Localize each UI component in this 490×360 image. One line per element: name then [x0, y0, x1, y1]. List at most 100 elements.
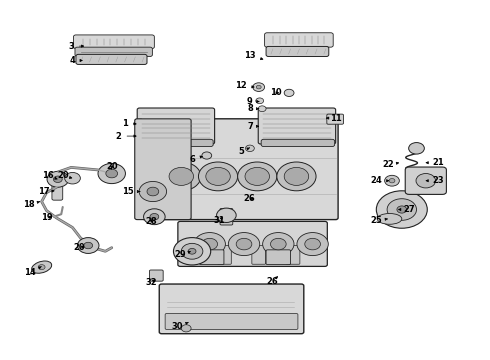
Circle shape	[385, 175, 399, 186]
Text: 15: 15	[122, 187, 140, 196]
Circle shape	[397, 206, 407, 213]
Text: 14: 14	[24, 266, 42, 277]
FancyBboxPatch shape	[266, 46, 329, 57]
Circle shape	[409, 143, 424, 154]
Text: 13: 13	[244, 51, 263, 60]
Circle shape	[181, 243, 203, 259]
Circle shape	[206, 167, 230, 185]
Circle shape	[277, 162, 316, 191]
Text: 24: 24	[370, 176, 389, 185]
Circle shape	[284, 89, 294, 96]
Circle shape	[387, 199, 416, 220]
FancyBboxPatch shape	[199, 250, 224, 265]
Text: 31: 31	[214, 216, 225, 225]
Text: 7: 7	[247, 122, 259, 131]
Text: 21: 21	[426, 158, 444, 167]
Text: 8: 8	[247, 104, 259, 113]
Circle shape	[416, 174, 436, 188]
Circle shape	[173, 238, 211, 265]
Circle shape	[258, 106, 266, 112]
FancyBboxPatch shape	[75, 47, 152, 57]
Circle shape	[150, 213, 159, 220]
Circle shape	[194, 233, 225, 256]
Circle shape	[139, 181, 167, 202]
Text: 32: 32	[145, 278, 157, 287]
FancyBboxPatch shape	[286, 246, 300, 264]
FancyBboxPatch shape	[159, 284, 304, 334]
FancyBboxPatch shape	[261, 139, 335, 147]
Circle shape	[228, 233, 260, 256]
FancyBboxPatch shape	[76, 54, 147, 64]
Circle shape	[297, 233, 328, 256]
Circle shape	[162, 162, 201, 191]
Text: 5: 5	[238, 148, 249, 156]
Text: 26: 26	[243, 194, 255, 203]
Text: 11: 11	[326, 113, 342, 122]
Circle shape	[181, 325, 191, 332]
Circle shape	[188, 248, 196, 254]
Text: 10: 10	[270, 88, 281, 97]
Text: 22: 22	[382, 161, 398, 169]
Text: 20: 20	[74, 243, 85, 252]
Circle shape	[147, 187, 159, 196]
Text: 27: 27	[399, 205, 415, 214]
FancyBboxPatch shape	[178, 221, 327, 266]
FancyBboxPatch shape	[327, 114, 343, 124]
Text: 19: 19	[41, 213, 52, 222]
Text: 12: 12	[235, 81, 254, 90]
FancyBboxPatch shape	[135, 119, 191, 220]
Circle shape	[238, 162, 277, 191]
FancyBboxPatch shape	[52, 176, 63, 200]
Circle shape	[106, 169, 118, 178]
Ellipse shape	[32, 261, 51, 273]
Circle shape	[245, 167, 270, 185]
Circle shape	[256, 85, 261, 89]
Text: 9: 9	[247, 97, 259, 106]
Text: 20: 20	[106, 162, 118, 171]
FancyBboxPatch shape	[218, 246, 231, 264]
FancyBboxPatch shape	[165, 314, 298, 329]
Text: 4: 4	[70, 56, 82, 65]
Text: 17: 17	[38, 187, 54, 196]
Text: 1: 1	[122, 118, 136, 127]
Circle shape	[263, 233, 294, 256]
Circle shape	[256, 98, 264, 104]
Text: 18: 18	[23, 200, 40, 209]
FancyBboxPatch shape	[74, 35, 154, 49]
Circle shape	[84, 242, 93, 249]
Circle shape	[202, 238, 218, 250]
Circle shape	[202, 152, 212, 159]
Circle shape	[376, 191, 427, 228]
Text: 28: 28	[145, 217, 157, 226]
Text: 2: 2	[116, 132, 136, 140]
Text: 23: 23	[426, 176, 444, 185]
Text: 29: 29	[174, 251, 190, 259]
Circle shape	[47, 171, 69, 187]
FancyBboxPatch shape	[252, 246, 266, 264]
Circle shape	[305, 238, 320, 250]
Text: 3: 3	[68, 41, 84, 50]
Circle shape	[38, 265, 45, 270]
Circle shape	[270, 238, 286, 250]
FancyBboxPatch shape	[266, 250, 291, 265]
Circle shape	[389, 179, 395, 183]
Circle shape	[284, 167, 309, 185]
FancyBboxPatch shape	[265, 33, 333, 47]
Text: 30: 30	[172, 322, 189, 331]
FancyBboxPatch shape	[142, 119, 338, 220]
Text: 25: 25	[370, 216, 388, 225]
Circle shape	[236, 238, 252, 250]
FancyBboxPatch shape	[149, 270, 163, 281]
Text: 20: 20	[57, 171, 72, 180]
FancyBboxPatch shape	[220, 208, 233, 225]
Circle shape	[98, 163, 125, 184]
Circle shape	[198, 162, 238, 191]
Circle shape	[144, 209, 165, 225]
Text: 6: 6	[189, 154, 202, 163]
Text: 16: 16	[42, 171, 57, 180]
Circle shape	[53, 176, 62, 183]
FancyBboxPatch shape	[405, 167, 446, 194]
Circle shape	[65, 172, 80, 184]
FancyBboxPatch shape	[137, 108, 215, 144]
Circle shape	[169, 167, 194, 185]
